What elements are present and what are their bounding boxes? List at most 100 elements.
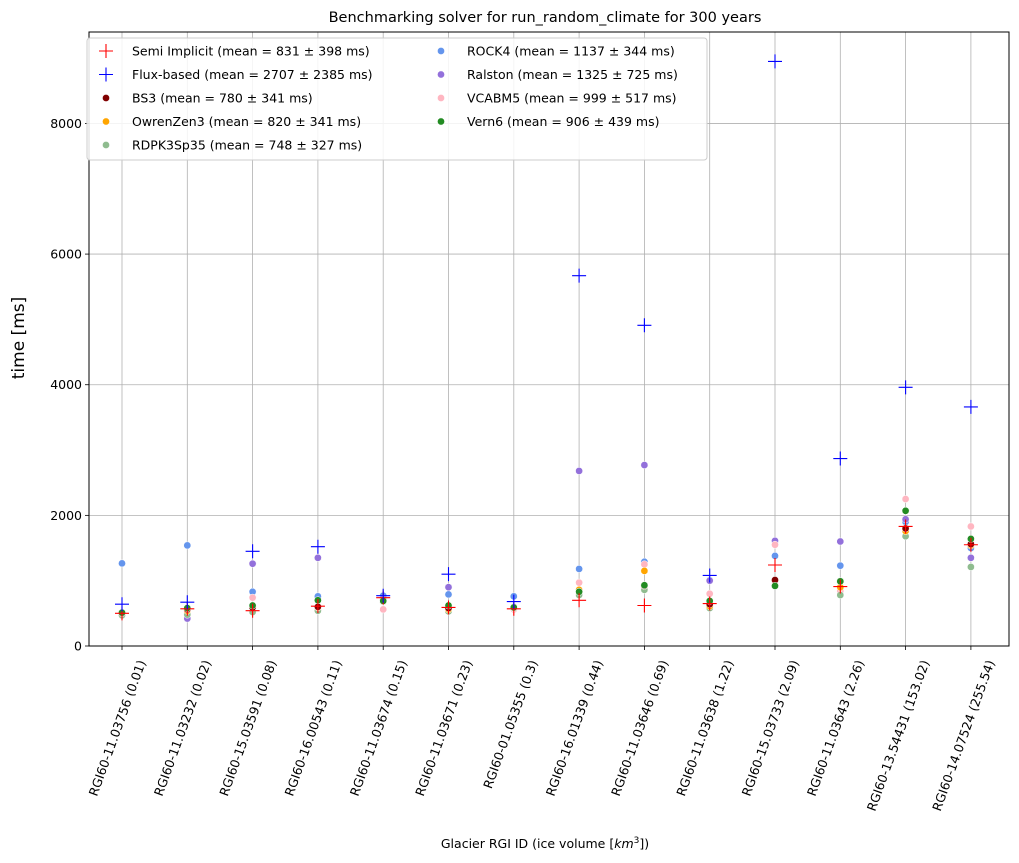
dot-marker bbox=[248, 559, 257, 568]
legend-dot-marker bbox=[437, 70, 445, 79]
x-axis-label-tail: ]) bbox=[639, 836, 649, 851]
x-tick-label: RGI60-11.03671 (0.23) bbox=[412, 658, 475, 798]
x-tick-label: RGI60-01.05355 (0.3) bbox=[480, 658, 541, 791]
x-tick-label: RGI60-11.03232 (0.02) bbox=[151, 658, 214, 798]
chart-title: Benchmarking solver for run_random_clima… bbox=[329, 10, 762, 26]
plus-marker bbox=[768, 558, 782, 573]
plus-marker bbox=[572, 593, 587, 608]
x-tick-label: RGI60-11.03638 (1.22) bbox=[673, 658, 736, 798]
plus-marker bbox=[180, 595, 195, 610]
plus-marker bbox=[310, 599, 325, 614]
y-tick-label: 8000 bbox=[50, 116, 82, 131]
dot-marker bbox=[836, 561, 845, 570]
dot-marker bbox=[575, 565, 583, 573]
plus-marker bbox=[637, 598, 652, 613]
dot-marker bbox=[640, 560, 649, 569]
y-tick-label: 2000 bbox=[50, 508, 82, 523]
data-points bbox=[115, 54, 978, 623]
legend: Semi Implicit (mean = 831 ± 398 ms) Flux-… bbox=[86, 37, 708, 161]
plus-marker bbox=[115, 597, 129, 612]
dot-marker bbox=[836, 537, 845, 546]
plus-marker bbox=[702, 596, 717, 611]
legend-entry-label: RDPK3Sp35 (mean = 748 ± 327 ms) bbox=[132, 138, 362, 153]
series-rdpk3sp35 bbox=[118, 532, 975, 620]
plus-marker bbox=[506, 594, 521, 609]
x-tick-label: RGI60-11.03674 (0.15) bbox=[347, 658, 410, 798]
dot-marker bbox=[575, 578, 583, 587]
dot-marker bbox=[444, 590, 453, 599]
x-tick-label: RGI60-15.03591 (0.08) bbox=[216, 658, 279, 798]
plus-marker bbox=[898, 380, 913, 395]
plot-area bbox=[88, 31, 1010, 647]
legend-plus-marker bbox=[99, 44, 113, 58]
legend-plus-marker bbox=[99, 67, 113, 82]
dot-marker bbox=[640, 581, 649, 590]
plus-marker bbox=[898, 519, 913, 534]
legend-dot-marker bbox=[102, 94, 110, 102]
plus-marker bbox=[833, 579, 848, 594]
legend-entry-label: VCABM5 (mean = 999 ± 517 ms) bbox=[467, 91, 677, 106]
plus-marker bbox=[245, 603, 260, 618]
plus-marker bbox=[963, 537, 978, 552]
legend-dot-marker bbox=[437, 47, 445, 55]
series-vcabm5 bbox=[118, 495, 975, 619]
legend-dot-marker bbox=[437, 117, 445, 126]
x-tick-label: RGI60-14.07524 (255.54) bbox=[929, 658, 998, 813]
dot-marker bbox=[771, 540, 779, 549]
series-owrenzen3 bbox=[118, 527, 975, 617]
y-tick-label: 6000 bbox=[50, 247, 82, 262]
legend-entry-label: ROCK4 (mean = 1137 ± 344 ms) bbox=[467, 44, 675, 59]
legend-entry-label: BS3 (mean = 780 ± 341 ms) bbox=[132, 91, 313, 106]
dot-marker bbox=[967, 563, 975, 571]
legend-entry-label: Vern6 (mean = 906 ± 439 ms) bbox=[467, 114, 659, 129]
legend-entry-label: Flux-based (mean = 2707 ± 2385 ms) bbox=[132, 67, 373, 82]
plus-marker bbox=[310, 539, 325, 554]
x-tick-label: RGI60-15.03733 (2.09) bbox=[739, 658, 802, 798]
x-tick-label: RGI60-16.01339 (0.44) bbox=[543, 658, 606, 798]
dot-marker bbox=[771, 582, 779, 590]
dot-marker bbox=[379, 605, 388, 614]
x-axis-ticks: RGI60-11.03756 (0.01) RGI60-11.03232 (0.0… bbox=[86, 646, 998, 813]
legend-entry-label: Ralston (mean = 1325 ± 725 ms) bbox=[467, 67, 678, 82]
x-axis-label-main: Glacier RGI ID (ice volume [ bbox=[441, 836, 614, 851]
plus-marker bbox=[441, 600, 456, 615]
x-axis-label: Glacier RGI ID (ice volume [km3]) bbox=[441, 836, 649, 851]
x-tick-label: RGI60-16.00543 (0.11) bbox=[281, 658, 344, 798]
x-axis-label-unit: km bbox=[614, 836, 633, 851]
series-rock4 bbox=[118, 518, 975, 601]
x-tick-label: RGI60-11.03643 (2.26) bbox=[804, 658, 867, 798]
series-flux-based bbox=[115, 54, 978, 612]
series-ralston bbox=[118, 461, 975, 623]
dot-marker bbox=[901, 506, 910, 515]
legend-dot-marker bbox=[102, 117, 110, 126]
dot-marker bbox=[967, 553, 975, 562]
series-vern6 bbox=[118, 506, 975, 617]
plus-marker bbox=[245, 544, 260, 559]
y-axis-label: time [ms] bbox=[9, 297, 29, 380]
dot-marker bbox=[575, 467, 583, 475]
plus-marker bbox=[441, 567, 456, 582]
x-axis-label-exponent: 3 bbox=[634, 836, 640, 846]
legend-entry-label: OwrenZen3 (mean = 820 ± 341 ms) bbox=[132, 114, 361, 129]
plus-marker bbox=[768, 54, 782, 69]
dot-marker bbox=[640, 461, 649, 469]
x-tick-label: RGI60-13.54431 (153.02) bbox=[864, 658, 933, 813]
dot-marker bbox=[314, 553, 322, 562]
dot-marker bbox=[444, 583, 453, 592]
series-semi-implicit bbox=[115, 519, 978, 621]
plus-marker bbox=[572, 268, 587, 283]
dot-marker bbox=[248, 593, 257, 602]
plus-marker bbox=[963, 399, 978, 414]
dot-marker bbox=[118, 559, 126, 568]
plus-marker bbox=[833, 451, 848, 466]
dot-marker bbox=[967, 522, 975, 531]
plus-marker bbox=[702, 568, 717, 583]
x-tick-label: RGI60-11.03646 (0.69) bbox=[608, 658, 671, 798]
plus-marker bbox=[376, 588, 391, 603]
dot-marker bbox=[901, 495, 910, 503]
legend-entry-label: Semi Implicit (mean = 831 ± 398 ms) bbox=[132, 44, 370, 59]
series-bs3 bbox=[118, 524, 975, 618]
y-axis-ticks: 0 2000 4000 6000 8000 bbox=[50, 116, 89, 654]
y-tick-label: 4000 bbox=[50, 377, 82, 392]
